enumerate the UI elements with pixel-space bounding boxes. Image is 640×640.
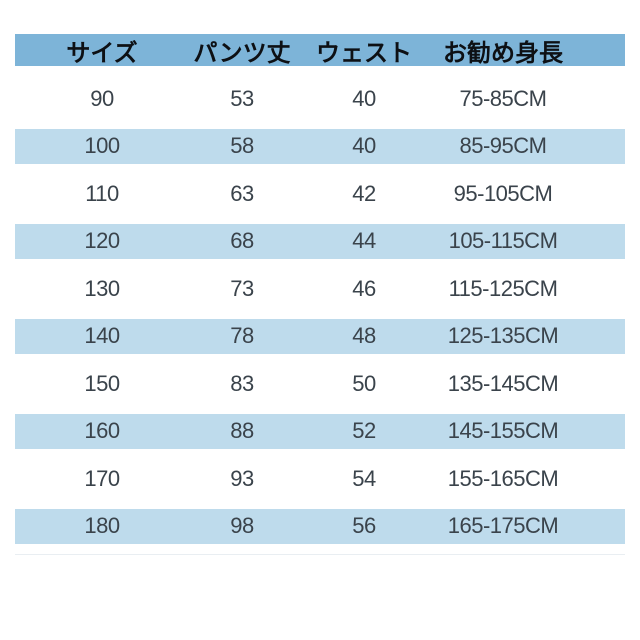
table-cell: 115-125CM bbox=[448, 275, 558, 301]
table-cell: 46 bbox=[352, 275, 376, 301]
table-row: 170 93 54 155-165CM bbox=[15, 455, 625, 503]
table-row: 160 88 52 145-155CM bbox=[15, 408, 625, 456]
header-cell-recommended-height: お勧め身長 bbox=[443, 37, 563, 67]
table-row: 120 68 44 105-115CM bbox=[15, 218, 625, 266]
table-cell: 68 bbox=[230, 228, 254, 254]
table-cell: 98 bbox=[230, 513, 254, 539]
table-row: 100 58 40 85-95CM bbox=[15, 123, 625, 171]
table-cell: 44 bbox=[352, 228, 376, 254]
table-cell: 73 bbox=[230, 275, 254, 301]
table-cell: 95-105CM bbox=[453, 180, 553, 206]
table-row: 110 63 42 95-105CM bbox=[15, 170, 625, 218]
table-cell: 52 bbox=[352, 418, 376, 444]
table-cell: 50 bbox=[352, 370, 376, 396]
table-cell: 58 bbox=[230, 133, 254, 159]
table-cell: 54 bbox=[352, 465, 376, 491]
table-cell: 63 bbox=[230, 180, 254, 206]
table-cell: 130 bbox=[84, 275, 120, 301]
table-cell: 135-145CM bbox=[447, 370, 559, 396]
table-cell: 40 bbox=[352, 133, 376, 159]
size-chart-table: サイズ パンツ丈 ウェスト お勧め身長 90 53 40 75-85CM 100… bbox=[15, 34, 625, 550]
table-cell: 110 bbox=[85, 180, 119, 206]
table-cell: 75-85CM bbox=[459, 85, 547, 111]
table-header-row: サイズ パンツ丈 ウェスト お勧め身長 bbox=[15, 34, 625, 67]
table-cell: 105-115CM bbox=[448, 228, 558, 254]
table-cell: 42 bbox=[352, 180, 376, 206]
table-cell: 155-165CM bbox=[447, 465, 559, 491]
table-cell: 90 bbox=[90, 85, 114, 111]
table-cell: 83 bbox=[230, 370, 254, 396]
table-cell: 88 bbox=[230, 418, 254, 444]
table-cell: 140 bbox=[84, 323, 120, 349]
table-cell: 125-135CM bbox=[447, 323, 559, 349]
table-cell: 78 bbox=[230, 323, 254, 349]
table-cell: 56 bbox=[352, 513, 376, 539]
table-cell: 170 bbox=[84, 465, 120, 491]
table-row: 130 73 46 115-125CM bbox=[15, 265, 625, 313]
table-cell: 40 bbox=[352, 85, 376, 111]
table-cell: 160 bbox=[84, 418, 120, 444]
table-cell: 180 bbox=[84, 513, 120, 539]
table-row: 90 53 40 75-85CM bbox=[15, 75, 625, 123]
table-cell: 48 bbox=[352, 323, 376, 349]
table-bottom-edge bbox=[15, 554, 625, 555]
header-cell-waist: ウェスト bbox=[316, 37, 412, 67]
header-cell-size: サイズ bbox=[66, 37, 138, 67]
table-cell: 100 bbox=[84, 133, 120, 159]
table-row: 150 83 50 135-145CM bbox=[15, 360, 625, 408]
table-row: 140 78 48 125-135CM bbox=[15, 313, 625, 361]
table-cell: 145-155CM bbox=[447, 418, 559, 444]
table-row: 180 98 56 165-175CM bbox=[15, 503, 625, 551]
table-cell: 120 bbox=[84, 228, 120, 254]
table-cell: 85-95CM bbox=[459, 133, 547, 159]
table-cell: 53 bbox=[230, 85, 254, 111]
table-cell: 93 bbox=[230, 465, 254, 491]
table-cell: 165-175CM bbox=[447, 513, 559, 539]
table-cell: 150 bbox=[84, 370, 120, 396]
header-cell-pants-length: パンツ丈 bbox=[193, 37, 291, 67]
